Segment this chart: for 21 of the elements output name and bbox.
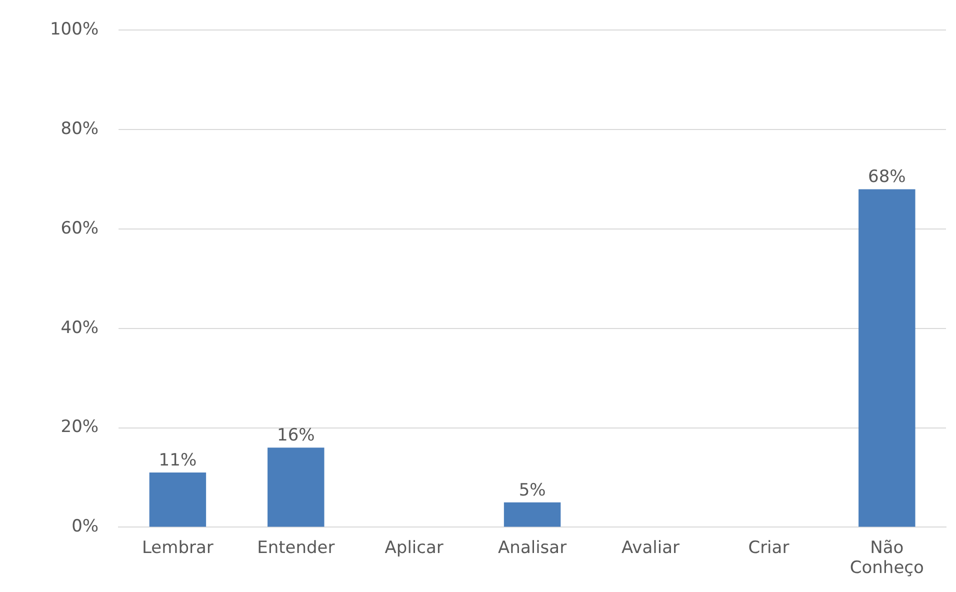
x-tick-label: Entender (257, 538, 335, 558)
data-label: 5% (518, 480, 546, 500)
x-tick-label: Avaliar (622, 538, 680, 558)
data-label: 11% (158, 450, 197, 470)
x-tick-label: Lembrar (142, 538, 214, 558)
data-label: 16% (277, 426, 315, 446)
x-tick-label: Não Conheço (850, 538, 924, 578)
y-tick-label: 40% (60, 318, 99, 338)
x-tick-label: Criar (748, 538, 790, 558)
bar (149, 472, 206, 527)
y-tick-label: 60% (60, 218, 99, 238)
bar (268, 448, 324, 527)
bar (858, 189, 916, 527)
data-label: 68% (868, 167, 906, 188)
y-tick-label: 100% (50, 20, 99, 40)
bar (504, 502, 561, 527)
x-tick-label: Aplicar (384, 538, 444, 558)
y-tick-label: 20% (60, 417, 99, 438)
x-tick-label: Analisar (498, 538, 567, 558)
y-tick-label: 80% (60, 119, 99, 140)
y-tick-label: 0% (72, 516, 99, 537)
